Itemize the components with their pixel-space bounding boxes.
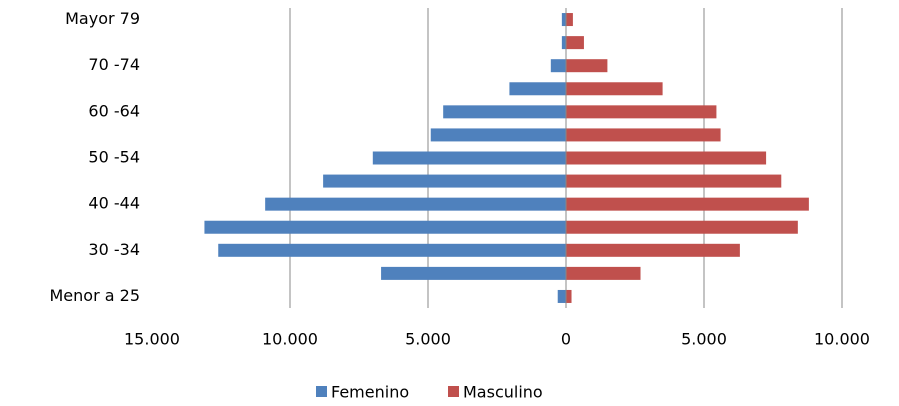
bar [430,128,566,142]
bar [381,266,566,280]
bar [566,220,798,234]
bar [561,13,566,27]
bar [566,105,717,119]
bar [566,243,740,257]
bar [566,151,767,165]
legend-swatch [448,386,459,397]
bar [323,174,566,188]
y-tick-label: 70 -74 [88,55,140,74]
y-tick-label: 60 -64 [88,101,140,120]
bar [566,289,572,303]
bar [557,289,566,303]
bar [550,59,566,73]
y-tick-label: 30 -34 [88,240,140,259]
x-tick-label: 10.000 [814,330,870,349]
legend-swatch [316,386,327,397]
x-tick-label: 15.000 [124,330,180,349]
bar [566,266,641,280]
y-tick-label: 40 -44 [88,194,140,213]
bar [566,197,809,211]
bar [265,197,566,211]
bar [204,220,566,234]
legend-label: Femenino [331,383,409,402]
y-tick-label: Mayor 79 [65,9,140,28]
legend-label: Masculino [463,383,543,402]
x-tick-label: 5.000 [681,330,727,349]
bar [566,82,663,96]
bar [566,13,573,27]
bar [566,36,584,50]
x-tick-label: 10.000 [262,330,318,349]
x-tick-label: 0 [561,330,571,349]
bar [509,82,566,96]
bar [218,243,567,257]
bar [372,151,566,165]
bar [561,36,566,50]
x-tick-label: 5.000 [405,330,451,349]
y-tick-label: 50 -54 [88,148,140,167]
bar [566,128,721,142]
bar [443,105,566,119]
bar [566,174,782,188]
bar [566,59,608,73]
y-tick-label: Menor a 25 [50,286,141,305]
